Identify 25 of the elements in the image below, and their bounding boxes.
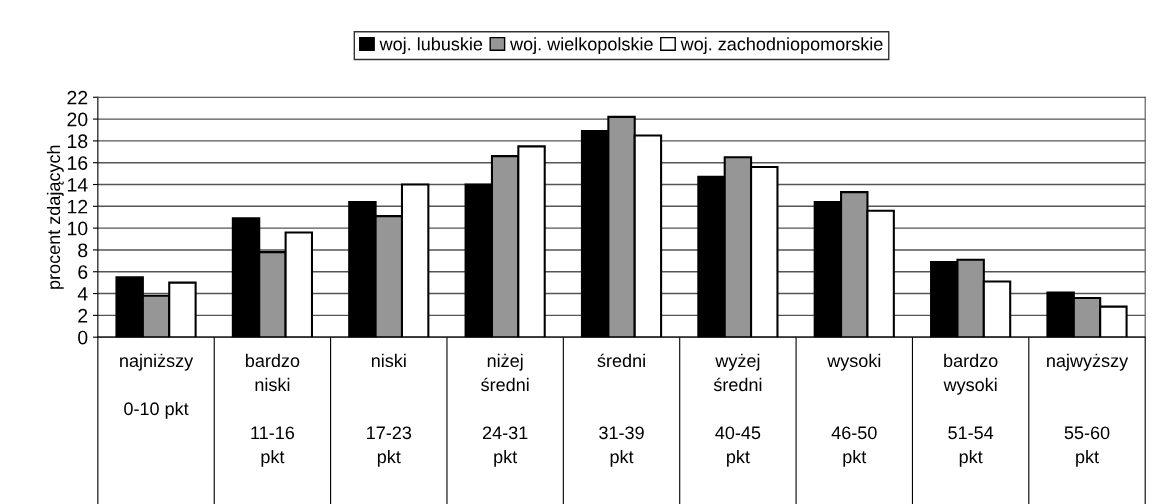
category-label: wyżej średni 40-45 pkt bbox=[713, 353, 762, 467]
y-tick-label: 18 bbox=[67, 134, 88, 149]
y-tick-label: 2 bbox=[78, 308, 88, 323]
y-tick-label: 16 bbox=[67, 156, 88, 170]
category-label: niżej średni 24-31 pkt bbox=[481, 353, 529, 467]
category-label: bardzo wysoki 51-54 pkt bbox=[943, 353, 998, 467]
y-tick-label: 20 bbox=[67, 112, 88, 127]
category-label: średni 31-39 pkt bbox=[597, 353, 645, 467]
y-tick-label: 4 bbox=[77, 287, 88, 301]
y-tick-label: 0 bbox=[78, 330, 88, 345]
legend-label: woj. wielkopolskie bbox=[510, 37, 653, 55]
y-tick-label: 12 bbox=[67, 199, 88, 214]
legend-label: woj. zachodniopomorskie bbox=[680, 37, 883, 55]
category-label: wysoki 46-50 pkt bbox=[827, 353, 881, 467]
category-label: bardzo niski 11-16 pkt bbox=[245, 353, 300, 467]
y-tick-label: 14 bbox=[67, 178, 88, 192]
y-tick-label: 6 bbox=[78, 265, 88, 279]
y-axis-title: procent zdających bbox=[46, 145, 64, 289]
y-tick-label: 22 bbox=[67, 90, 88, 105]
category-label: niski 17-23 pkt bbox=[367, 353, 412, 467]
category-label: najwyższy 55-60 pkt bbox=[1047, 353, 1129, 467]
y-tick-label: 10 bbox=[67, 221, 88, 236]
y-tick-label: 8 bbox=[78, 243, 88, 258]
legend-label: woj. lubuskie bbox=[379, 37, 483, 55]
category-label: najniższy 0-10 pkt bbox=[120, 353, 194, 419]
